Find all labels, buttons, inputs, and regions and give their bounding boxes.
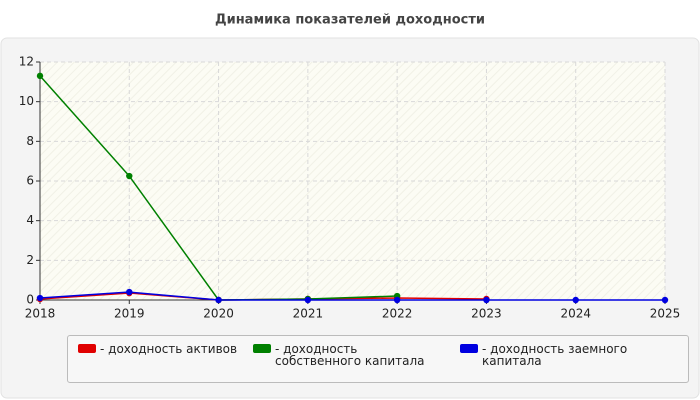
point: [126, 288, 133, 296]
point: [36, 72, 44, 80]
x-tick-label: 2025: [650, 307, 681, 321]
legend: - доходность активов - доходность собстве…: [67, 335, 689, 383]
x-tick-label: 2018: [25, 307, 56, 321]
y-tick-label: 0: [26, 293, 34, 307]
legend-entry: - доходность собственного капитала: [253, 343, 435, 367]
legend-entry: - доходность заемного капитала: [460, 343, 642, 367]
x-tick-label: 2024: [560, 307, 591, 321]
point: [304, 296, 312, 304]
x-tick-label: 2022: [382, 307, 413, 321]
point: [215, 296, 222, 304]
legend-label: - доходность заемного капитала: [482, 342, 628, 368]
point: [36, 294, 44, 302]
point: [483, 296, 490, 304]
chart-title: Динамика показателей доходности: [215, 13, 485, 28]
y-tick-label: 10: [19, 94, 34, 108]
legend-label: - доходность активов: [100, 342, 238, 356]
point: [661, 296, 669, 304]
point: [126, 172, 133, 180]
y-tick-label: 4: [26, 213, 34, 227]
point: [572, 296, 579, 304]
x-tick-label: 2021: [293, 307, 324, 321]
y-tick-label: 2: [26, 253, 34, 267]
series-line: [39, 291, 665, 301]
x-tick-label: 2023: [471, 307, 502, 321]
x-tick-label: 2020: [203, 307, 234, 321]
x-tick-label: 2019: [114, 307, 145, 321]
y-tick-label: 6: [26, 174, 34, 188]
y-tick-label: 12: [19, 55, 34, 69]
y-tick-label: 8: [26, 134, 34, 148]
point: [393, 296, 401, 304]
legend-swatch: [253, 344, 271, 353]
legend-swatch: [78, 344, 96, 353]
legend-swatch: [460, 344, 478, 353]
legend-label: - доходность собственного капитала: [275, 342, 425, 368]
legend-entry: - доходность активов: [78, 343, 260, 355]
